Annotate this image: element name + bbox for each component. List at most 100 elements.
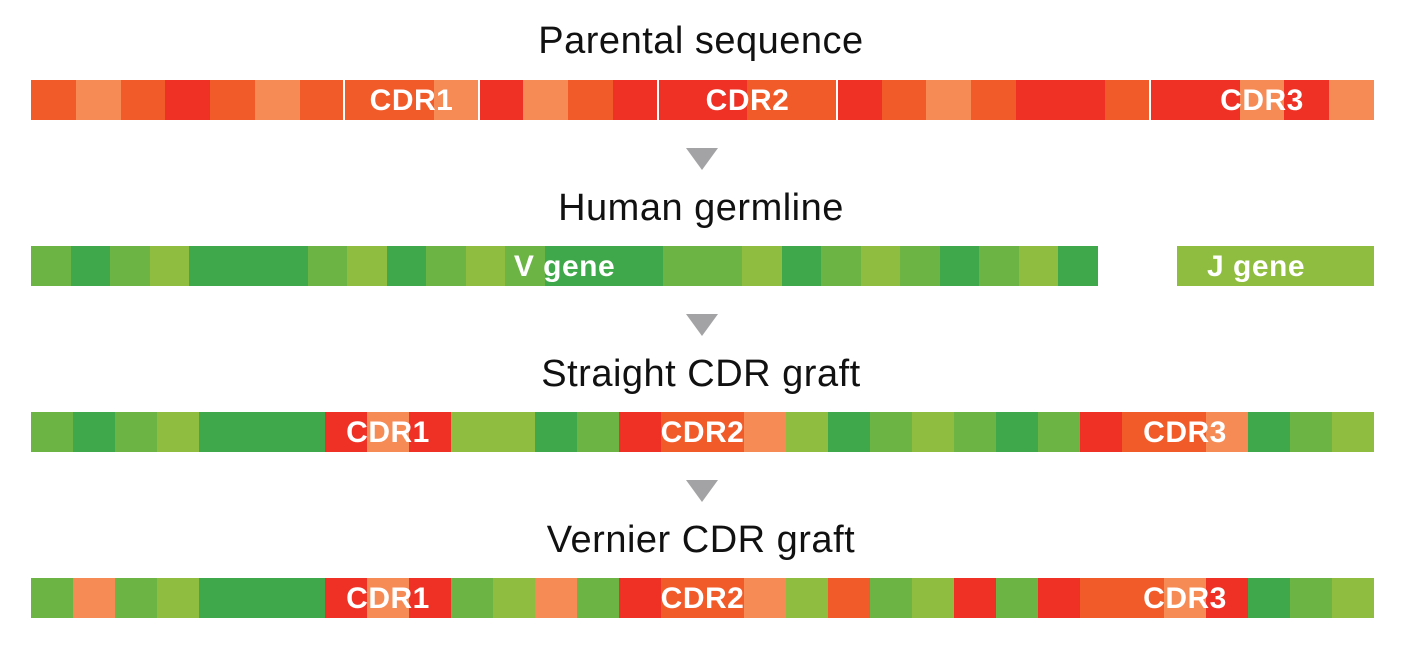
sequence-segment xyxy=(115,412,157,452)
sequence-segment xyxy=(1122,578,1164,618)
sequence-segment xyxy=(1122,412,1164,452)
region-label: V gene xyxy=(513,250,616,283)
straight-cdr-graft-title: Straight CDR graft xyxy=(541,353,861,395)
sequence-segment xyxy=(577,412,619,452)
sequence-segment xyxy=(792,80,837,120)
vernier-cdr-graft-title: Vernier CDR graft xyxy=(546,519,856,561)
sequence-segment xyxy=(451,412,493,452)
sequence-segment xyxy=(584,246,624,286)
sequence-segment xyxy=(347,246,387,286)
region-separator xyxy=(478,80,480,120)
sequence-segment xyxy=(996,412,1038,452)
sequence-segment xyxy=(505,246,545,286)
sequence-segment xyxy=(367,412,409,452)
sequence-segment xyxy=(996,578,1038,618)
sequence-segment xyxy=(308,246,347,286)
sequence-segment xyxy=(1332,412,1374,452)
sequence-segment xyxy=(1216,246,1256,286)
sequence-segment xyxy=(523,80,568,120)
sequence-segment xyxy=(1240,80,1284,120)
sequence-segment xyxy=(1177,246,1216,286)
arrow-down-icon xyxy=(686,148,718,170)
sequence-segment xyxy=(451,578,493,618)
sequence-segment xyxy=(121,80,165,120)
sequence-segment xyxy=(577,578,619,618)
sequence-segment xyxy=(1290,412,1332,452)
region-label: CDR3 xyxy=(1143,582,1227,615)
sequence-segment xyxy=(31,246,71,286)
sequence-segment xyxy=(912,412,954,452)
sequence-segment xyxy=(703,578,744,618)
region-separator xyxy=(657,80,659,120)
sequence-segment xyxy=(283,412,325,452)
region-label: CDR2 xyxy=(660,416,745,449)
sequence-segment xyxy=(165,80,210,120)
sequence-segment xyxy=(663,246,703,286)
sequence-segment xyxy=(619,578,661,618)
sequence-segment xyxy=(300,80,344,120)
sequence-segment xyxy=(157,412,199,452)
region-label: CDR3 xyxy=(1143,416,1227,449)
sequence-segment xyxy=(426,246,466,286)
region-label: CDR1 xyxy=(346,582,430,615)
sequence-segment xyxy=(703,246,742,286)
sequence-segment xyxy=(241,412,283,452)
sequence-segment xyxy=(255,80,300,120)
straight-cdr-graft-bar: CDR1 CDR2 CDR3 xyxy=(31,412,1374,452)
sequence-segment xyxy=(837,80,882,120)
sequence-segment xyxy=(210,80,255,120)
sequence-segment xyxy=(744,412,786,452)
sequence-segment xyxy=(1105,80,1150,120)
region-separator xyxy=(836,80,838,120)
sequence-segment xyxy=(954,412,996,452)
sequence-segment xyxy=(568,80,613,120)
sequence-segment xyxy=(1019,246,1058,286)
human-germline-title: Human germline xyxy=(558,187,844,229)
sequence-segment xyxy=(703,412,744,452)
sequence-segment xyxy=(1058,246,1098,286)
sequence-segment xyxy=(387,246,426,286)
sequence-segment xyxy=(971,80,1016,120)
sequence-segment xyxy=(1016,80,1061,120)
sequence-segment xyxy=(325,578,367,618)
sequence-segment xyxy=(1080,578,1122,618)
sequence-segment xyxy=(325,412,367,452)
sequence-segment xyxy=(1206,412,1248,452)
sequence-segment xyxy=(283,578,325,618)
arrow-down-icon xyxy=(686,480,718,502)
parental-sequence-title: Parental sequence xyxy=(538,20,864,62)
sequence-segment xyxy=(786,578,828,618)
sequence-segment xyxy=(1248,412,1290,452)
region-separator xyxy=(343,80,345,120)
region-label: J gene xyxy=(1206,250,1306,283)
sequence-segment xyxy=(744,578,786,618)
sequence-segment xyxy=(1164,412,1206,452)
region-separator xyxy=(1149,80,1151,120)
sequence-segment xyxy=(870,578,912,618)
region-label: CDR1 xyxy=(369,84,454,117)
sequence-segment xyxy=(861,246,900,286)
sequence-segment xyxy=(658,80,703,120)
sequence-segment xyxy=(110,246,150,286)
sequence-segment xyxy=(409,412,451,452)
sequence-segment xyxy=(619,412,661,452)
sequence-segment xyxy=(900,246,940,286)
sequence-segment xyxy=(545,246,584,286)
human-germline-bar: V gene J gene xyxy=(31,246,1374,286)
sequence-segment xyxy=(409,578,451,618)
sequence-segment xyxy=(661,578,703,618)
sequence-segment xyxy=(703,80,747,120)
sequence-segment xyxy=(742,246,782,286)
sequence-segment xyxy=(493,412,535,452)
sequence-segment xyxy=(1284,80,1329,120)
sequence-segment xyxy=(31,578,73,618)
sequence-segment xyxy=(199,578,241,618)
sequence-segment xyxy=(268,246,308,286)
sequence-segment xyxy=(882,80,926,120)
parental-sequence-bar: CDR1 CDR2 CDR3 xyxy=(31,80,1374,120)
sequence-segment xyxy=(157,578,199,618)
sequence-segment xyxy=(535,412,577,452)
region-label: CDR1 xyxy=(346,416,430,449)
sequence-segment xyxy=(1335,246,1374,286)
sequence-segment xyxy=(73,412,115,452)
